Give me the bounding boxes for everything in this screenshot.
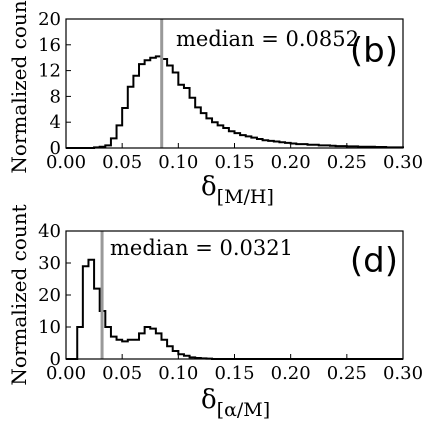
panel-b-yticks: 0 4 8 12 16 20 [38, 9, 71, 159]
y-tick-label: 20 [38, 9, 61, 30]
panel-b-ylabel: Normalized count [7, 0, 31, 174]
panel-b-axes-frame [65, 18, 404, 149]
y-tick-label: 0 [50, 138, 61, 159]
y-tick-label: 10 [38, 317, 61, 338]
y-tick-label: 12 [38, 61, 61, 82]
x-tick-label: 0.00 [46, 152, 86, 173]
panel-d-xlabel: δ[α/M] [201, 385, 270, 421]
y-tick-label: 0 [50, 349, 61, 370]
panel-d-yticks: 0 10 20 30 40 [38, 221, 71, 370]
panel-d-xlabel-main: δ [201, 385, 217, 415]
x-tick-label: 0.25 [327, 363, 367, 384]
y-tick-label: 8 [50, 86, 61, 107]
panel-b-median-annotation: median = 0.0852 [176, 27, 359, 51]
x-tick-label: 0.30 [383, 363, 423, 384]
y-tick-label: 20 [38, 285, 61, 306]
x-tick-label: 0.10 [158, 363, 198, 384]
panel-b-xticks: 0.00 0.05 0.10 0.15 0.20 0.25 0.30 [46, 143, 423, 173]
x-tick-label: 0.15 [214, 363, 254, 384]
panel-d-xlabel-sub: [α/M] [217, 399, 271, 421]
y-tick-label: 40 [38, 221, 61, 242]
x-tick-label: 0.20 [271, 152, 311, 173]
x-tick-label: 0.05 [102, 152, 142, 173]
panel-b-xlabel-main: δ [201, 172, 217, 202]
y-tick-label: 30 [38, 253, 61, 274]
panel-d-median-annotation: median = 0.0321 [110, 236, 293, 260]
x-tick-label: 0.15 [214, 152, 254, 173]
x-tick-label: 0.30 [383, 152, 423, 173]
panel-b-xlabel-sub: [M/H] [217, 186, 274, 208]
x-tick-label: 0.10 [158, 152, 198, 173]
y-tick-label: 4 [50, 112, 61, 133]
panel-d-xticks: 0.00 0.05 0.10 0.15 0.20 0.25 0.30 [46, 354, 423, 384]
x-tick-label: 0.25 [327, 152, 367, 173]
x-tick-label: 0.05 [102, 363, 142, 384]
panel-b-xlabel: δ[M/H] [201, 172, 274, 208]
x-tick-label: 0.00 [46, 363, 86, 384]
panel-d-label: (d) [350, 241, 398, 281]
x-tick-label: 0.20 [271, 363, 311, 384]
panel-b-histogram-step [66, 55, 404, 149]
panel-b-label: (b) [350, 31, 398, 71]
panel-d-axes-frame [65, 230, 404, 360]
y-tick-label: 16 [38, 35, 61, 56]
panel-d-ylabel: Normalized count [7, 204, 31, 385]
